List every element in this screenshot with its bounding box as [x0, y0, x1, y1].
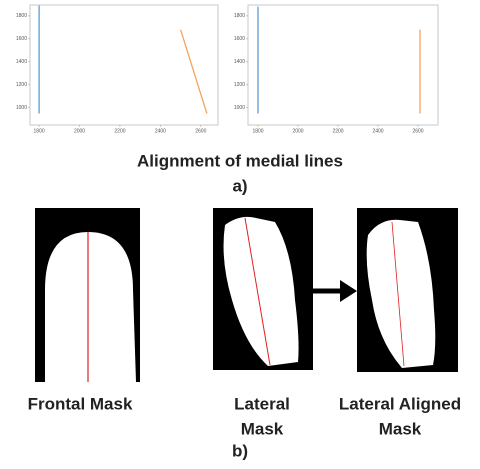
- y-tick-label: 1400: [234, 59, 245, 65]
- y-tick-label: 1600: [234, 36, 245, 42]
- y-tick-label: 1000: [234, 105, 245, 111]
- panel-label: b): [232, 441, 248, 460]
- x-tick-label: 1800: [34, 128, 45, 134]
- plot-frame: [30, 5, 218, 125]
- mask-label: Mask: [379, 419, 422, 438]
- figure: Alignment of medial lines a) Frontal Mas…: [0, 0, 480, 469]
- y-tick-label: 1800: [16, 13, 27, 19]
- plot-frame: [248, 5, 438, 125]
- x-tick-label: 2200: [332, 128, 343, 134]
- figure-title: Alignment of medial lines: [137, 151, 343, 170]
- y-tick-label: 1800: [234, 13, 245, 19]
- x-tick-label: 2400: [372, 128, 383, 134]
- y-tick-label: 1200: [16, 82, 27, 88]
- mask-label: Lateral: [234, 394, 290, 413]
- mask-shape: [45, 232, 136, 382]
- x-tick-label: 2600: [412, 128, 423, 134]
- x-tick-label: 2000: [292, 128, 303, 134]
- arrow-head: [340, 280, 357, 302]
- mask-label: Mask: [241, 419, 284, 438]
- x-tick-label: 2200: [114, 128, 125, 134]
- x-tick-label: 2000: [74, 128, 85, 134]
- x-tick-label: 2600: [195, 128, 206, 134]
- y-tick-label: 1200: [234, 82, 245, 88]
- y-tick-label: 1000: [16, 105, 27, 111]
- x-tick-label: 1800: [252, 128, 263, 134]
- x-tick-label: 2400: [155, 128, 166, 134]
- y-tick-label: 1600: [16, 36, 27, 42]
- y-tick-label: 1400: [16, 59, 27, 65]
- mask-label: Frontal Mask: [28, 394, 133, 413]
- mask-label: Lateral Aligned: [339, 394, 461, 413]
- panel-label: a): [232, 176, 247, 195]
